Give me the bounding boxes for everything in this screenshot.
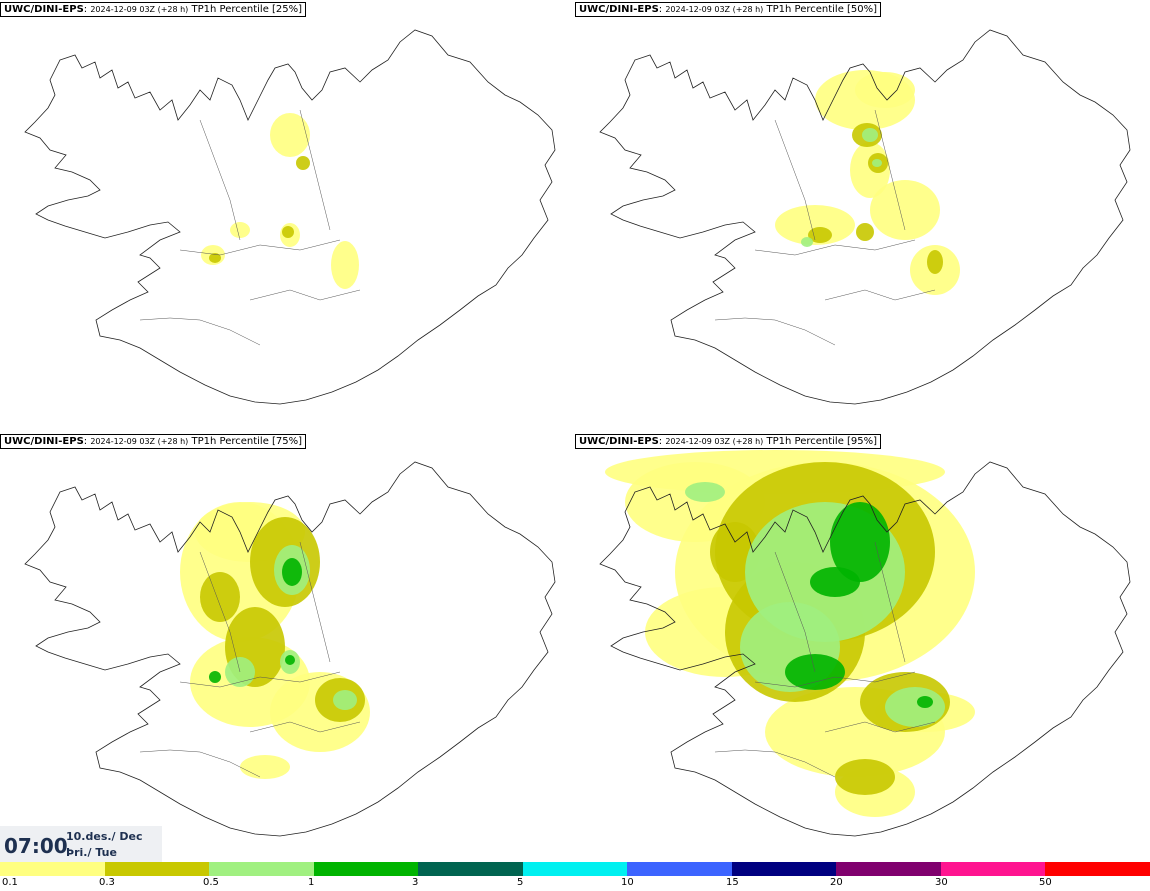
precip-area	[917, 696, 933, 708]
precip-area	[331, 241, 359, 289]
colorbar-segment	[0, 862, 105, 876]
colorbar-tick-label: 20	[830, 877, 843, 888]
precip-map	[599, 450, 1131, 837]
precip-area	[270, 113, 310, 157]
colorbar-segment	[418, 862, 523, 876]
road-line	[714, 317, 836, 346]
colorbar-tick-label: 0.5	[203, 877, 219, 888]
colorbar-tick-label: 15	[726, 877, 739, 888]
coastline	[599, 29, 1131, 405]
precip-area	[830, 502, 890, 582]
colorbar-tick-label: 30	[935, 877, 948, 888]
panel-p25: UWC/DINI-EPS: 2024-12-09 03Z (+28 h) TP1…	[0, 0, 575, 432]
road-line	[774, 119, 816, 241]
road-line	[249, 721, 361, 733]
panel-title: UWC/DINI-EPS: 2024-12-09 03Z (+28 h) TP1…	[0, 2, 307, 17]
panel-title: UWC/DINI-EPS: 2024-12-09 03Z (+28 h) TP1…	[575, 2, 882, 17]
road-line	[299, 541, 331, 663]
road-line	[199, 119, 241, 241]
precip-area	[885, 687, 945, 727]
colorbar-segment	[104, 862, 210, 876]
road-line	[179, 239, 341, 256]
panel-title: UWC/DINI-EPS: 2024-12-09 03Z (+28 h) TP1…	[575, 434, 882, 449]
colorbar-segment	[313, 862, 419, 876]
precip-area	[855, 72, 915, 108]
precip-area	[775, 205, 855, 245]
colorbar	[0, 862, 1150, 876]
coastline	[24, 29, 556, 405]
road-line	[299, 109, 331, 231]
precip-area	[856, 223, 874, 241]
valid-weekday: Þri./ Tue	[66, 846, 117, 859]
precip-area	[835, 759, 895, 795]
precip-area	[685, 482, 725, 502]
road-line	[179, 671, 341, 688]
precip-area	[240, 755, 290, 779]
colorbar-segment	[522, 862, 628, 876]
road-line	[139, 317, 261, 346]
colorbar-tick-label: 50	[1039, 877, 1052, 888]
precip-area	[870, 180, 940, 240]
road-line	[754, 239, 916, 256]
colorbar-segment	[1045, 862, 1150, 876]
precip-area	[230, 222, 250, 238]
road-line	[874, 541, 906, 663]
road-line	[714, 749, 836, 778]
precip-area	[200, 572, 240, 622]
colorbar-tick-label: 10	[621, 877, 634, 888]
valid-time: 07:00	[4, 834, 68, 858]
valid-time-box: 07:00 10.des./ Dec Þri./ Tue	[0, 826, 162, 862]
colorbar-tick-label: 3	[412, 877, 419, 888]
road-line	[824, 721, 936, 733]
colorbar-segment	[209, 862, 314, 876]
panel-p75: UWC/DINI-EPS: 2024-12-09 03Z (+28 h) TP1…	[0, 432, 575, 864]
precip-area	[209, 253, 221, 263]
road-line	[199, 551, 241, 673]
colorbar-tick-label: 1	[308, 877, 315, 888]
precip-area	[296, 156, 310, 170]
road-line	[754, 671, 916, 688]
panel-p50: UWC/DINI-EPS: 2024-12-09 03Z (+28 h) TP1…	[575, 0, 1150, 432]
precip-area	[282, 558, 302, 586]
precip-area	[282, 226, 294, 238]
precip-map	[24, 29, 556, 405]
colorbar-segment	[731, 862, 837, 876]
precip-area	[333, 690, 357, 710]
colorbar-tick-label: 0.3	[99, 877, 115, 888]
colorbar-segment	[836, 862, 941, 876]
colorbar-segment	[627, 862, 732, 876]
precip-area	[285, 655, 295, 665]
road-line	[824, 289, 936, 301]
coastline	[599, 461, 1131, 837]
panel-p95: UWC/DINI-EPS: 2024-12-09 03Z (+28 h) TP1…	[575, 432, 1150, 864]
precip-area	[872, 159, 882, 167]
colorbar-segment	[940, 862, 1046, 876]
precip-area	[862, 128, 878, 142]
colorbar-tick-label: 5	[517, 877, 524, 888]
precip-area	[801, 237, 813, 247]
road-line	[774, 551, 816, 673]
precip-area	[808, 227, 832, 243]
road-line	[139, 749, 261, 778]
coastline	[24, 461, 556, 837]
road-line	[874, 109, 906, 231]
road-line	[249, 289, 361, 301]
precip-area	[927, 250, 943, 274]
colorbar-tick-label: 0.1	[2, 877, 18, 888]
precip-area	[209, 671, 221, 683]
valid-date: 10.des./ Dec	[66, 830, 143, 843]
precip-area	[810, 567, 860, 597]
precip-map	[599, 29, 1131, 405]
panel-title: UWC/DINI-EPS: 2024-12-09 03Z (+28 h) TP1…	[0, 434, 307, 449]
precip-map	[24, 461, 556, 837]
